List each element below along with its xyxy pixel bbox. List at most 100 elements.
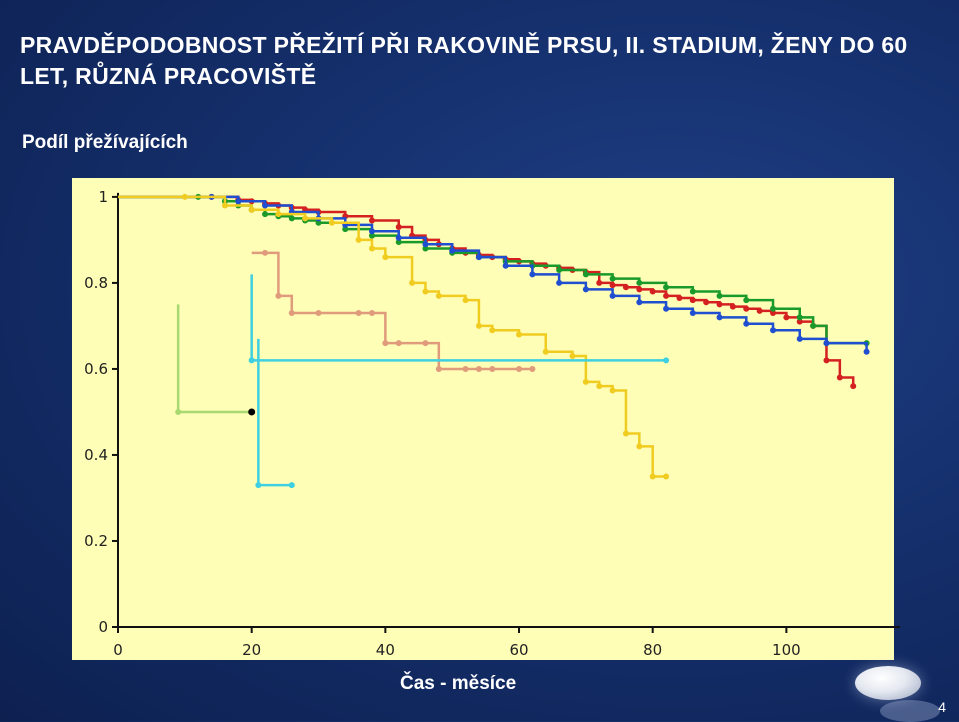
data-point-red	[850, 383, 857, 390]
data-point-blue	[663, 305, 670, 312]
data-point-red	[636, 286, 643, 293]
data-point-red	[609, 282, 616, 289]
data-point-salmon	[395, 340, 402, 347]
data-point-salmon	[475, 365, 482, 372]
data-point-green	[743, 297, 750, 304]
data-point-red	[622, 284, 629, 291]
data-point-yellow	[382, 254, 389, 261]
data-point-red	[783, 314, 790, 321]
data-point-salmon	[516, 365, 523, 372]
data-point-blue	[743, 320, 750, 327]
data-point-blue	[823, 340, 830, 347]
data-point-yellow	[542, 348, 549, 355]
y-axis-label: Podíl přežívajících	[22, 132, 188, 153]
data-point-green	[796, 314, 803, 321]
data-point-salmon	[462, 365, 469, 372]
data-point-salmon	[275, 292, 282, 299]
data-point-blue	[449, 247, 456, 254]
data-point-red	[823, 357, 830, 364]
data-point-lightgreen	[175, 408, 182, 415]
y-tick-label: 0	[98, 618, 108, 636]
data-point-yellow	[462, 297, 469, 304]
data-point-blue	[395, 234, 402, 241]
data-point-blue	[689, 310, 696, 317]
x-tick-label: 60	[509, 641, 528, 659]
data-point-yellow	[248, 206, 255, 213]
data-point-green	[663, 284, 670, 291]
data-point-red	[689, 297, 696, 304]
data-point-green	[689, 288, 696, 295]
data-point-yellow	[328, 219, 335, 226]
data-point-blue	[716, 314, 723, 321]
data-point-yellow	[422, 288, 429, 295]
x-tick-label: 40	[376, 641, 395, 659]
data-point-green	[770, 305, 777, 312]
data-point-green	[315, 219, 322, 226]
pill-shadow-decoration	[880, 700, 940, 722]
data-point-blue	[262, 202, 269, 209]
x-tick-label: 0	[113, 641, 123, 659]
data-point-yellow	[569, 353, 576, 360]
data-point-green	[556, 267, 563, 274]
data-point-blue	[475, 254, 482, 261]
data-point-red	[395, 224, 402, 231]
data-point-yellow	[596, 383, 603, 390]
series-line-yellow	[118, 195, 667, 478]
data-point-yellow	[181, 193, 188, 200]
data-point-green	[810, 322, 817, 329]
data-point-cyan	[663, 357, 670, 364]
data-point-yellow	[489, 327, 496, 334]
y-tick-label: 1	[98, 188, 108, 206]
data-point-yellow	[302, 215, 309, 222]
data-point-blue	[582, 286, 589, 293]
page-number: 4	[938, 699, 946, 715]
data-point-yellow	[582, 378, 589, 385]
y-tick-label: 0.6	[84, 360, 108, 378]
data-point-red	[596, 279, 603, 286]
data-point-blue	[636, 299, 643, 306]
data-point-red	[796, 318, 803, 325]
x-axis-label: Čas - měsíce	[400, 673, 517, 694]
series-layer	[118, 193, 870, 489]
y-tick-label: 0.2	[84, 532, 108, 550]
data-point-yellow	[636, 443, 643, 450]
data-point-red	[716, 301, 723, 308]
data-point-blue	[796, 335, 803, 342]
data-point-blue	[770, 327, 777, 334]
data-point-blue	[422, 241, 429, 248]
data-point-yellow	[609, 387, 616, 394]
data-point-yellow	[355, 236, 362, 243]
data-point-red	[649, 288, 656, 295]
data-point-red	[676, 294, 683, 301]
data-point-blue	[556, 279, 563, 286]
data-point-red	[756, 307, 763, 314]
data-point-red	[836, 374, 843, 381]
y-tick-label: 0.4	[84, 446, 108, 464]
data-point-yellow	[649, 473, 656, 480]
data-point-green	[342, 226, 349, 233]
data-point-yellow	[435, 292, 442, 299]
data-point-red	[743, 305, 750, 312]
data-point-blue	[863, 348, 870, 355]
data-point-salmon	[315, 310, 322, 317]
data-point-salmon	[435, 365, 442, 372]
data-point-yellow	[409, 279, 416, 286]
data-point-red	[368, 217, 375, 224]
data-point-yellow	[368, 245, 375, 252]
data-point-salmon	[382, 340, 389, 347]
axes: 0 0.2 0.4 0.6 0.8 1 0 20 40 60 80 100	[84, 188, 900, 659]
data-point-yellow	[516, 331, 523, 338]
data-point-blue	[502, 262, 509, 269]
data-point-red	[663, 292, 670, 299]
slide-title: PRAVDĚPODOBNOST PŘEŽITÍ PŘI RAKOVINĚ PRS…	[20, 32, 908, 89]
data-point-blue	[609, 292, 616, 299]
data-point-green	[395, 239, 402, 246]
x-tick-label: 20	[242, 641, 261, 659]
data-point-green	[368, 232, 375, 239]
data-point-salmon	[368, 310, 375, 317]
data-point-green	[582, 271, 589, 278]
data-point-green	[262, 211, 269, 218]
data-point-cyan	[248, 357, 255, 364]
data-point-blue	[235, 198, 242, 205]
